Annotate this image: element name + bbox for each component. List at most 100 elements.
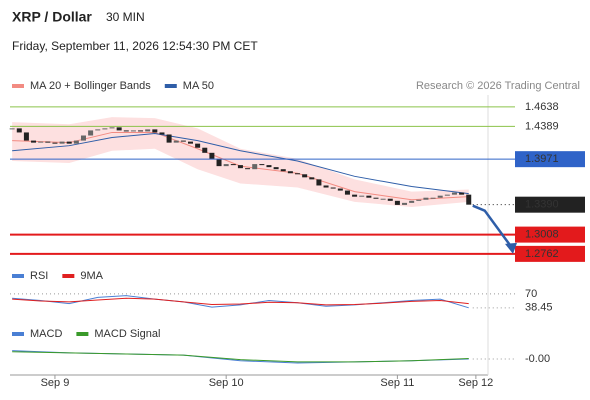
candle <box>316 179 322 186</box>
candle <box>295 173 301 175</box>
interval: 30 MIN <box>106 10 145 24</box>
level-label-box <box>515 245 585 262</box>
candle <box>366 195 372 198</box>
level-label-box <box>515 151 585 168</box>
candle <box>95 129 101 131</box>
level-label: 1.4638 <box>525 101 559 113</box>
candle <box>280 169 286 172</box>
candle <box>180 140 186 142</box>
candle <box>152 129 158 133</box>
candle <box>66 141 72 144</box>
series-line <box>12 295 469 309</box>
candle <box>16 128 22 133</box>
candle <box>287 171 293 174</box>
candle <box>138 130 144 132</box>
candle <box>237 165 243 169</box>
candle <box>202 147 208 153</box>
candle <box>116 127 122 131</box>
moving-average <box>12 132 469 195</box>
candle <box>459 192 465 195</box>
candle <box>323 185 329 188</box>
x-tick-label: Sep 9 <box>41 377 70 389</box>
candle <box>38 141 44 143</box>
legend-label: MA 50 <box>183 80 214 92</box>
candle <box>309 177 315 180</box>
candle <box>80 135 86 141</box>
candle <box>259 164 265 166</box>
legend-swatch <box>12 84 24 88</box>
candle <box>59 141 65 144</box>
candle <box>216 158 222 167</box>
level-label-box <box>515 196 585 213</box>
candle <box>387 198 393 201</box>
candle <box>402 202 408 205</box>
candle <box>31 140 37 143</box>
x-tick-label: Sep 10 <box>209 377 244 389</box>
candle <box>337 188 343 191</box>
candle <box>466 194 472 205</box>
candle <box>373 197 379 199</box>
legend-label: RSI <box>30 270 48 282</box>
candle <box>130 130 136 132</box>
candle <box>394 200 400 205</box>
candle <box>430 197 436 199</box>
x-tick-label: Sep 11 <box>380 377 414 389</box>
last-value-label: -0.00 <box>525 353 550 365</box>
candle <box>330 187 336 189</box>
candle <box>223 164 229 167</box>
candle <box>359 195 365 197</box>
copyright: Research © 2026 Trading Central <box>416 80 580 92</box>
legend-label: MACD <box>30 328 62 340</box>
level-label: 1.4389 <box>525 120 559 132</box>
legend-swatch <box>12 274 24 278</box>
legend-swatch <box>12 332 24 336</box>
candle <box>423 197 429 200</box>
candle <box>416 199 422 201</box>
candle <box>245 168 251 170</box>
level-label: 1.2762 <box>525 248 559 260</box>
moving-average <box>12 131 469 201</box>
candle <box>230 164 236 166</box>
candle <box>209 152 215 159</box>
candle <box>273 167 279 170</box>
forecast-arrowhead <box>505 242 517 254</box>
level-label: 1.3008 <box>525 229 559 241</box>
forecast-arrow <box>472 204 514 249</box>
candle <box>444 194 450 196</box>
legend-label: MACD Signal <box>94 328 160 340</box>
candle <box>159 132 165 135</box>
candle <box>102 128 108 130</box>
candle <box>73 140 79 144</box>
series-line <box>12 351 469 363</box>
candle <box>252 164 258 170</box>
candle <box>109 127 115 129</box>
symbol: XRP / Dollar <box>12 9 92 25</box>
candle <box>173 140 179 143</box>
candle <box>166 134 172 143</box>
series-line <box>12 297 469 306</box>
candle <box>52 142 58 144</box>
level-label-box <box>515 226 585 243</box>
candle <box>195 143 201 148</box>
x-tick-label: Sep 12 <box>458 377 493 389</box>
datetime: Friday, September 11, 2026 12:54:30 PM C… <box>12 39 258 53</box>
candle <box>302 174 308 178</box>
candle <box>145 129 151 132</box>
legend-label: MA 20 + Bollinger Bands <box>30 80 151 92</box>
candle <box>437 195 443 198</box>
legend-swatch <box>62 274 75 278</box>
candle <box>45 141 51 143</box>
candle <box>123 130 129 132</box>
y-tick-label: 70 <box>525 288 537 300</box>
legend-swatch <box>76 332 89 336</box>
candle <box>380 198 386 200</box>
candle <box>88 130 94 136</box>
candle <box>352 194 358 197</box>
candle <box>344 190 350 195</box>
candle <box>23 132 29 141</box>
legend-swatch <box>164 84 177 88</box>
candle <box>9 128 15 130</box>
level-label: 1.3971 <box>525 153 559 165</box>
